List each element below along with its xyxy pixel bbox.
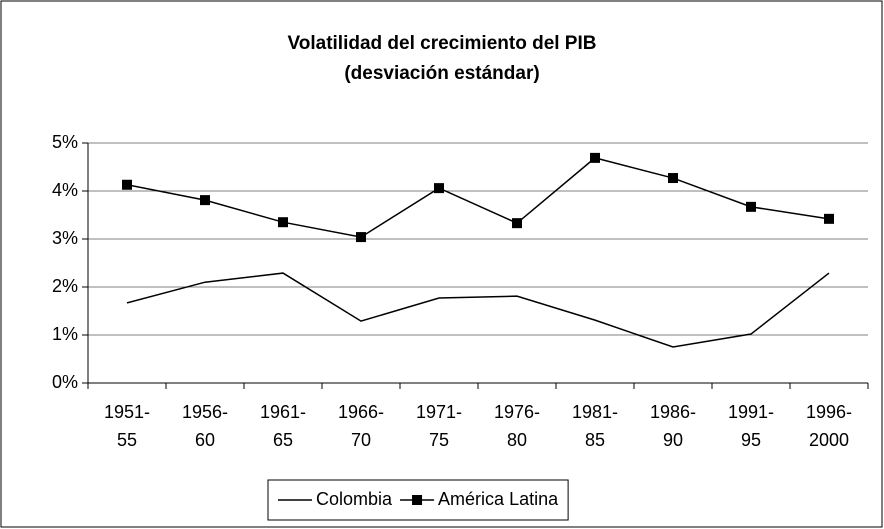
- point-marker: [590, 152, 600, 163]
- legend: Colombia América Latina: [267, 479, 569, 521]
- point-marker: [668, 173, 678, 184]
- chart-subtitle: (desviación estándar): [344, 63, 539, 84]
- y-tick-label: 3%: [52, 228, 78, 248]
- legend-label: América Latina: [438, 489, 559, 509]
- point-marker: [278, 217, 288, 228]
- x-tick-label: 1986-90: [650, 402, 696, 450]
- x-tick-label: 1971-75: [416, 402, 462, 450]
- point-marker: [746, 201, 756, 212]
- x-tick-label: 1951-55: [104, 402, 150, 450]
- y-tick-label: 0%: [52, 372, 78, 392]
- y-tick-label: 1%: [52, 324, 78, 344]
- x-tick-label: 1991-95: [728, 402, 774, 450]
- x-tick-label: 1976-80: [494, 402, 540, 450]
- point-marker: [824, 213, 834, 224]
- point-marker: [122, 179, 132, 190]
- x-tick-label: 1981-85: [572, 402, 618, 450]
- x-tick-label: 1956-60: [182, 402, 228, 450]
- y-tick-label: 2%: [52, 276, 78, 296]
- y-tick-label: 5%: [52, 132, 78, 152]
- x-tick-label: 1961-65: [260, 402, 306, 450]
- series-line: [126, 272, 830, 348]
- point-marker: [434, 183, 444, 194]
- legend-label: Colombia: [316, 489, 393, 509]
- chart-title: Volatilidad del crecimiento del PIB: [287, 33, 596, 54]
- point-marker: [512, 218, 522, 229]
- point-marker: [200, 195, 210, 206]
- y-tick-label: 4%: [52, 180, 78, 200]
- series-line: [126, 157, 830, 238]
- x-tick-label: 1966-70: [338, 402, 384, 450]
- x-tick-label: 1996-2000: [806, 402, 852, 450]
- legend-marker: [412, 495, 423, 505]
- point-marker: [356, 232, 366, 243]
